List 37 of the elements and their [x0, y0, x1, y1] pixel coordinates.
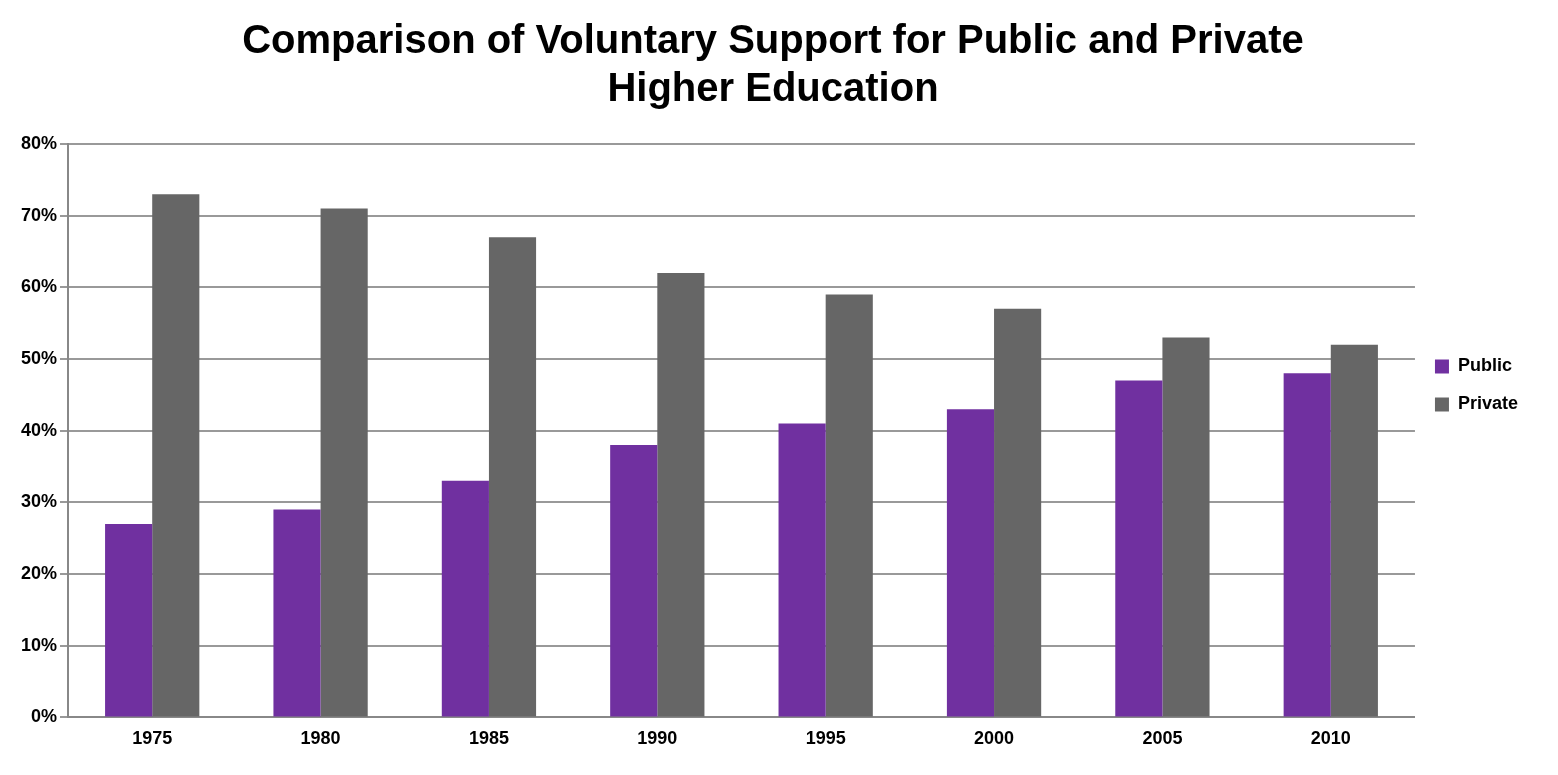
x-tick-label: 1995: [805, 728, 846, 749]
y-tick-label: 70%: [21, 204, 58, 225]
bar: [273, 509, 321, 717]
x-tick-label: 2010: [1310, 728, 1351, 749]
legend-label: Public: [1457, 355, 1512, 376]
y-tick-label: 50%: [21, 347, 58, 368]
y-tick-label: 30%: [21, 491, 58, 512]
bar: [105, 523, 153, 717]
bar: [1283, 373, 1331, 717]
bar: [488, 237, 537, 717]
bar: [778, 423, 826, 717]
y-tick-label: 80%: [21, 132, 58, 153]
legend-label: Private: [1457, 393, 1519, 414]
x-tick-label: 1980: [300, 728, 341, 749]
bar: [320, 208, 368, 717]
bar: [1115, 380, 1163, 717]
bar: [152, 194, 200, 717]
text: Higher Education: [607, 65, 939, 110]
x-tick-label: 2005: [1142, 728, 1183, 749]
y-tick-label: 10%: [21, 634, 58, 655]
x-tick-label: 1990: [637, 728, 678, 749]
x-tick-label: 1975: [132, 728, 173, 749]
y-tick-label: 60%: [21, 276, 58, 297]
bar: [657, 273, 705, 717]
text: Comparison of Voluntary Support for Public and Private: [242, 17, 1304, 62]
bar: [441, 480, 489, 717]
bar: [1330, 344, 1378, 717]
y-tick-label: 20%: [21, 563, 58, 584]
bar: [1162, 337, 1210, 717]
y-tick-label: 0%: [31, 706, 58, 727]
y-tick-label: 40%: [21, 419, 58, 440]
bar: [946, 409, 995, 717]
bar: [825, 294, 873, 717]
bar: [610, 445, 658, 717]
bar: [994, 308, 1042, 717]
x-tick-label: 2000: [974, 728, 1015, 749]
x-tick-label: 1985: [468, 728, 509, 749]
